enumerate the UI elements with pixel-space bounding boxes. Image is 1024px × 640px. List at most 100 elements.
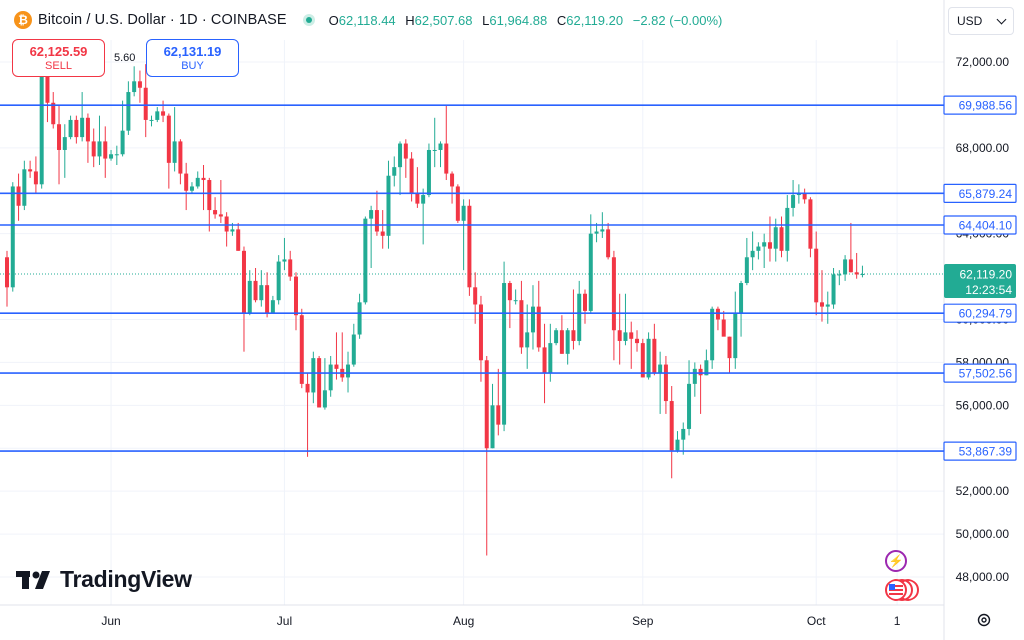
candle-body xyxy=(536,306,541,348)
candle-body xyxy=(10,186,15,288)
sell-button[interactable]: 62,125.59 SELL xyxy=(12,39,105,77)
candle-body xyxy=(721,319,726,337)
candle-body xyxy=(611,257,616,331)
candle-body xyxy=(33,171,38,185)
us-flag-events-icon[interactable] xyxy=(884,578,920,602)
tradingview-logo[interactable]: TradingView xyxy=(16,566,192,593)
candle-body xyxy=(380,231,385,236)
candle-body xyxy=(594,231,599,234)
ohlc-close-value: 62,119.20 xyxy=(566,12,624,28)
candle-body xyxy=(779,227,784,251)
lightning-icon[interactable]: ⚡ xyxy=(885,550,907,572)
countdown-label: 12:23:54 xyxy=(965,283,1012,297)
candle-body xyxy=(155,111,160,120)
last-price-tag xyxy=(944,264,1016,299)
candle-body xyxy=(542,347,547,374)
candle-body xyxy=(450,173,455,187)
level-label: 65,879.24 xyxy=(959,187,1013,201)
candle-body xyxy=(68,119,73,138)
candle-body xyxy=(409,158,414,193)
candle-body xyxy=(253,280,258,301)
buy-label: BUY xyxy=(181,60,204,72)
market-open-dot-icon xyxy=(302,14,315,26)
candle-body xyxy=(270,300,275,314)
candle-body xyxy=(230,229,235,232)
level-label: 60,294.79 xyxy=(959,307,1013,321)
candle-body xyxy=(57,124,62,150)
candle-body xyxy=(91,141,96,157)
candle-body xyxy=(525,332,530,348)
currency-select[interactable]: USD xyxy=(948,7,1014,35)
candle-body xyxy=(137,81,142,88)
ohlc-change: −2.82 (−0.00%) xyxy=(632,12,723,28)
candle-body xyxy=(5,257,9,288)
candle-body xyxy=(623,332,628,341)
candle-body xyxy=(814,248,819,303)
spread-value: 5.60 xyxy=(114,52,136,64)
candle-body xyxy=(415,192,420,204)
candle-body xyxy=(744,257,749,284)
candle-body xyxy=(727,336,732,359)
candle-body xyxy=(351,334,356,365)
candle-body xyxy=(606,229,611,258)
candle-body xyxy=(467,205,472,288)
buy-price: 62,131.19 xyxy=(163,44,222,59)
candle-body xyxy=(276,261,281,301)
candle-body xyxy=(403,143,408,159)
candle-body xyxy=(848,259,853,273)
y-tick-label: 52,000.00 xyxy=(956,484,1010,498)
candle-body xyxy=(548,343,553,374)
candle-body xyxy=(473,287,478,305)
candle-body xyxy=(455,186,460,221)
bitcoin-logo-icon: ₿ xyxy=(14,11,32,29)
ohlc-open-value: 62,118.44 xyxy=(338,12,396,28)
candle-body xyxy=(762,242,767,247)
candle-body xyxy=(461,205,466,221)
candle-body xyxy=(791,195,796,208)
buy-button[interactable]: 62,131.19 BUY xyxy=(146,39,239,77)
candle-body xyxy=(646,338,651,378)
candle-body xyxy=(652,338,657,374)
candle-body xyxy=(114,154,119,156)
candle-body xyxy=(322,390,327,408)
candle-body xyxy=(663,364,668,402)
candle-body xyxy=(432,149,437,151)
candle-body xyxy=(74,119,79,138)
candle-body xyxy=(346,364,351,378)
candle-body xyxy=(218,214,223,217)
candle-body xyxy=(282,259,287,262)
candle-body xyxy=(126,92,131,131)
ohlc-close-key: C xyxy=(556,12,567,28)
candle-body xyxy=(484,360,489,449)
candle-body xyxy=(207,180,212,211)
candle-body xyxy=(288,259,293,277)
candle-body xyxy=(825,304,830,307)
candle-body xyxy=(559,330,564,354)
sell-label: SELL xyxy=(45,60,72,72)
candle-body xyxy=(80,117,85,138)
sell-price: 62,125.59 xyxy=(29,44,88,59)
level-label-box xyxy=(943,215,1017,235)
level-label: 64,404.10 xyxy=(959,218,1013,232)
candle-body xyxy=(675,439,680,451)
ohlc-high-key: H xyxy=(405,12,415,28)
y-tick-label: 50,000.00 xyxy=(956,527,1010,541)
symbol-title[interactable]: Bitcoin / U.S. Dollar · 1D · COINBASE xyxy=(38,12,287,28)
candle-body xyxy=(681,428,686,440)
candle-body xyxy=(259,285,264,301)
candle-body xyxy=(507,283,512,301)
candle-body xyxy=(172,141,177,163)
candle-body xyxy=(750,250,755,258)
x-tick-label: Jun xyxy=(101,614,120,628)
candle-body xyxy=(51,102,56,125)
candle-body xyxy=(317,358,322,408)
x-tick-label: Oct xyxy=(807,614,826,628)
x-tick-label: Jul xyxy=(277,614,292,628)
chevron-down-icon xyxy=(996,14,1007,24)
candle-body xyxy=(247,280,252,314)
candle-body xyxy=(819,302,824,307)
gear-icon[interactable] xyxy=(976,612,992,628)
level-label: 69,988.56 xyxy=(959,99,1013,113)
candle-body xyxy=(120,130,125,155)
